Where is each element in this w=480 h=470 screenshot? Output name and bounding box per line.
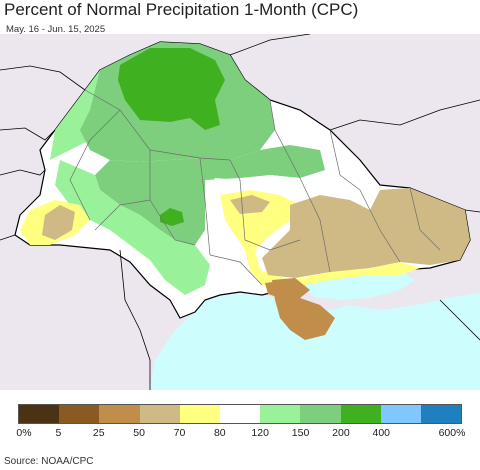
legend-swatch	[99, 405, 140, 423]
legend-swatch	[260, 405, 301, 423]
legend-swatch	[380, 405, 421, 423]
legend-ticks: 0% 5 25 50 70 80 120 150 200 400 600%	[0, 427, 480, 441]
legend-swatch	[340, 405, 381, 423]
legend-swatch	[179, 405, 220, 423]
green-med-center	[95, 145, 325, 245]
legend-tick-label: 120	[251, 427, 269, 439]
yellow-center	[220, 190, 420, 288]
legend-tick-label: 80	[213, 427, 226, 439]
legend-tick-label: 70	[173, 427, 186, 439]
black-sea	[150, 292, 480, 390]
legend-tick-label: 0%	[16, 427, 32, 439]
country-borders	[0, 34, 480, 390]
green-dark-spot	[160, 208, 184, 226]
legend-swatch	[139, 405, 180, 423]
legend-tick-label: 150	[291, 427, 310, 439]
legend-swatch	[59, 405, 100, 423]
legend-tick-label: 600%	[438, 427, 466, 439]
legend-tick-label: 50	[133, 427, 145, 439]
tan-center-spot	[230, 195, 270, 214]
legend-tick-label: 25	[92, 427, 105, 439]
legend-tick-label: 400	[372, 427, 391, 439]
tan-west	[42, 205, 75, 240]
legend-tick-label: 5	[55, 427, 62, 439]
source-label: Source: NOAA/CPC	[4, 456, 94, 467]
green-dark-north	[118, 48, 225, 130]
legend-tick-label: 200	[332, 427, 350, 439]
legend-swatch	[300, 405, 341, 423]
green-light-center	[55, 160, 210, 295]
legend-swatch	[19, 405, 60, 423]
tan-east	[262, 188, 470, 278]
date-range: May. 16 - Jun. 15, 2025	[6, 24, 106, 35]
precipitation-map	[0, 34, 480, 390]
legend-swatch	[420, 405, 462, 423]
color-legend	[18, 404, 462, 424]
legend-swatch	[219, 405, 261, 423]
brown-south	[265, 280, 300, 298]
map-title: Percent of Normal Precipitation 1-Month …	[4, 0, 359, 19]
oblast-borders	[69, 89, 441, 286]
